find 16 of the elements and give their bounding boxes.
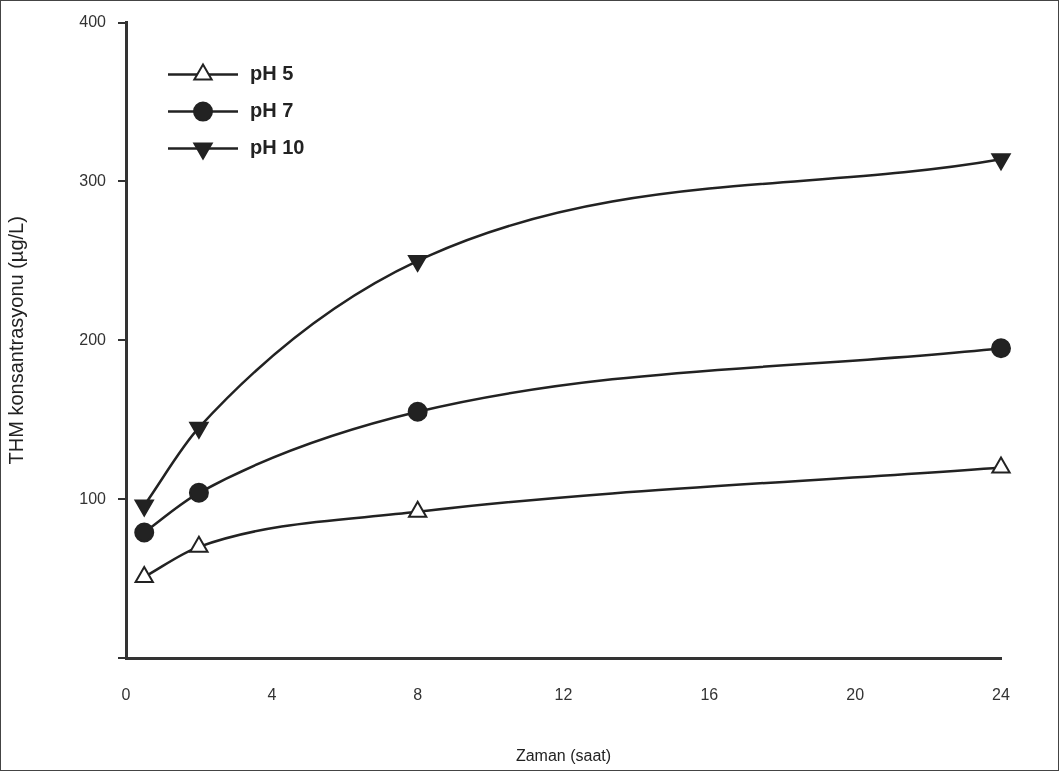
x-tick-label: 16 xyxy=(700,686,719,704)
y-tick-label: 100 xyxy=(79,489,107,507)
legend-label: pH 7 xyxy=(250,99,294,122)
x-tick-label: 12 xyxy=(554,686,573,704)
x-tick-label: 8 xyxy=(413,686,423,704)
legend-label: pH 5 xyxy=(250,62,294,85)
x-axis-title: Zaman (saat) xyxy=(515,746,612,764)
y-axis-title: THM konsantrasyonu (µg/L) xyxy=(4,216,27,465)
y-tick-label: 400 xyxy=(79,13,107,31)
x-tick-label: 4 xyxy=(267,686,277,704)
x-tick-label: 24 xyxy=(992,686,1010,704)
y-tick-label: 200 xyxy=(79,330,107,348)
legend-label: pH 10 xyxy=(250,136,305,159)
x-tick-label: 20 xyxy=(846,686,865,704)
y-tick-label: 300 xyxy=(79,171,107,189)
x-tick-label: 0 xyxy=(121,686,131,704)
